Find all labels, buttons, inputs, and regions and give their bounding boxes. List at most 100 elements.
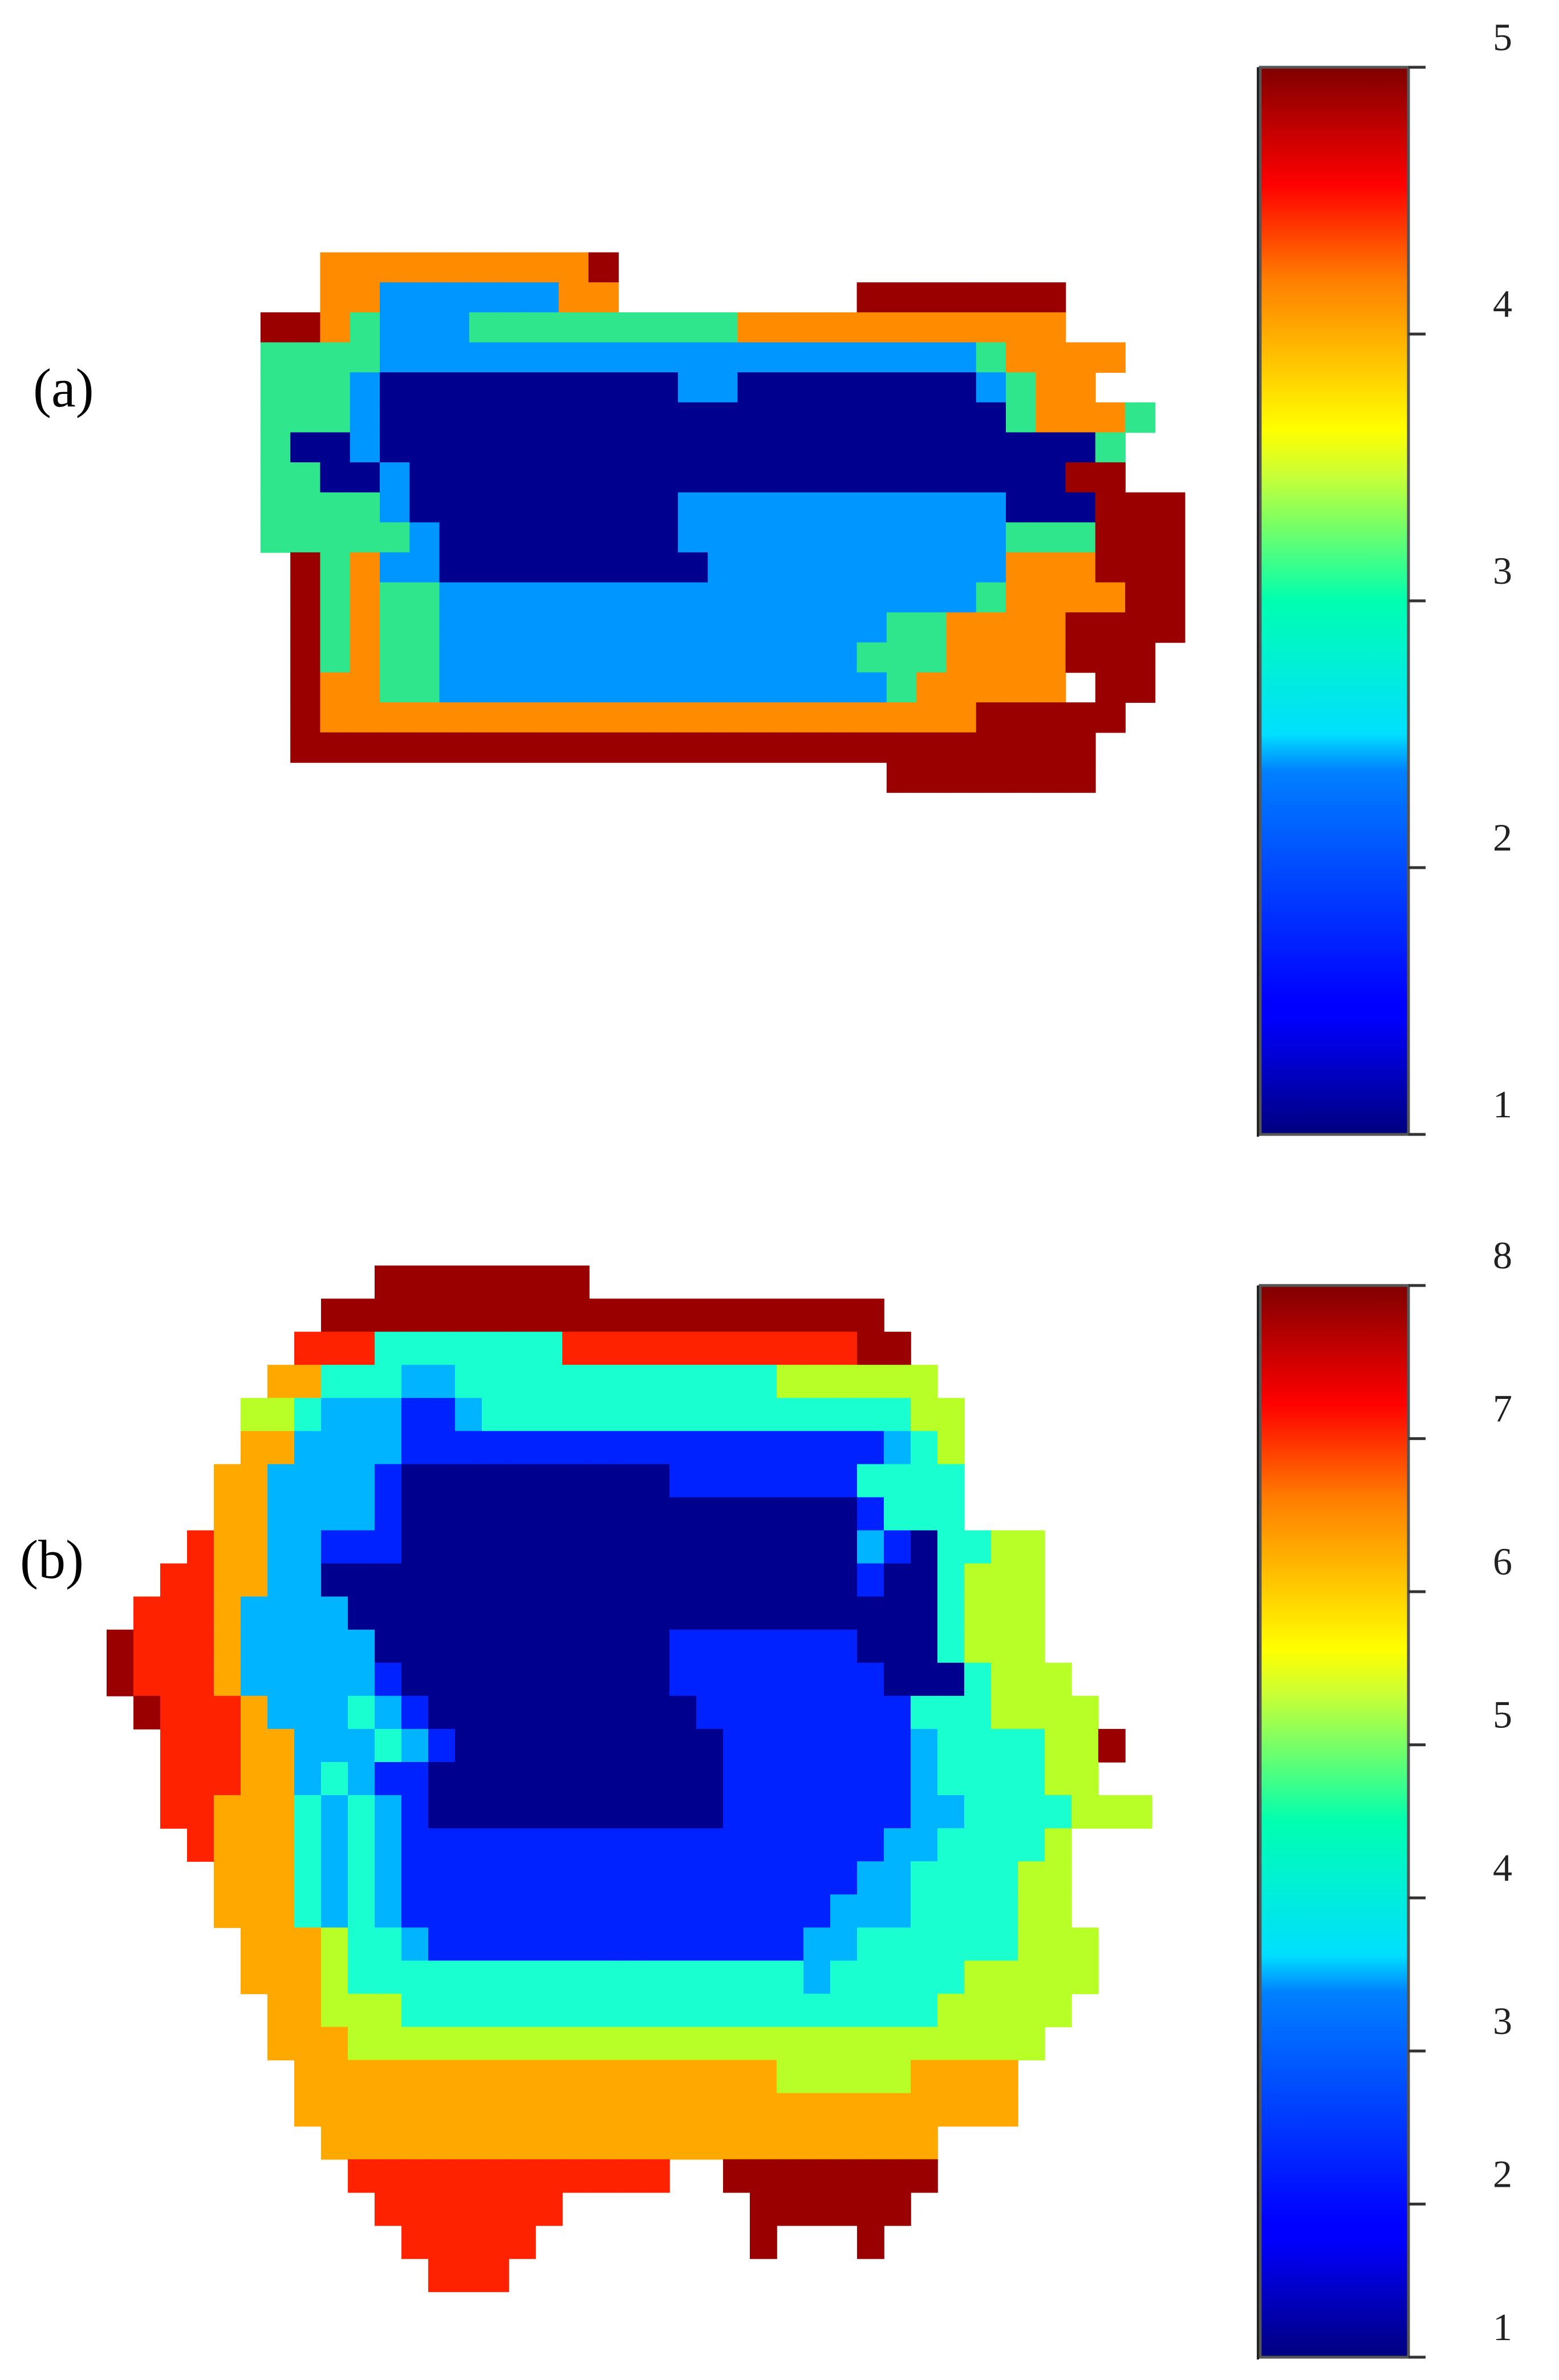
heatmap-cell: [991, 2027, 1018, 2061]
heatmap-cell: [375, 1662, 402, 1696]
heatmap-cell: [428, 2225, 456, 2259]
heatmap-cell: [321, 2126, 348, 2160]
heatmap-cell: [669, 1960, 697, 1995]
heatmap-cell: [529, 702, 559, 733]
heatmap-cell: [857, 2027, 884, 2061]
heatmap-cell: [857, 1662, 884, 1696]
heatmap-cell: [588, 432, 619, 463]
heatmap-cell: [696, 2093, 724, 2127]
heatmap-cell: [439, 312, 470, 343]
heatmap-cell: [455, 1728, 482, 1763]
heatmap-cell: [857, 1960, 884, 1995]
heatmap-cell: [267, 1828, 295, 1862]
heatmap-cell: [509, 2192, 536, 2226]
heatmap-cell: [535, 1960, 563, 1995]
heatmap-cell: [723, 1960, 750, 1995]
heatmap-cell: [455, 2159, 482, 2193]
heatmap-cell: [618, 372, 649, 403]
heatmap-cell: [401, 1828, 429, 1862]
heatmap-cell: [1036, 432, 1066, 463]
heatmap-cell: [830, 1596, 858, 1630]
heatmap-cell: [469, 372, 500, 403]
heatmap-cell: [589, 1596, 616, 1630]
heatmap-cell: [558, 642, 589, 673]
heatmap-cell: [946, 342, 977, 373]
heatmap-cell: [830, 1795, 858, 1829]
heatmap-cell: [797, 642, 828, 673]
heatmap-cell: [535, 1596, 563, 1630]
heatmap-cell: [803, 2126, 831, 2160]
heatmap-cell: [916, 372, 947, 403]
heatmap-cell: [535, 1365, 563, 1399]
heatmap-cell: [1125, 1795, 1152, 1829]
heatmap-cell: [884, 1993, 911, 2028]
heatmap-cell: [428, 2258, 456, 2292]
heatmap-cell: [911, 1728, 938, 1763]
heatmap-cell: [320, 552, 351, 583]
heatmap-cell: [294, 1662, 322, 1696]
heatmap-cell: [455, 1927, 482, 1962]
heatmap-cell: [830, 2159, 858, 2193]
heatmap-cell: [964, 2060, 992, 2094]
heatmap-cell: [991, 1530, 1018, 1564]
heatmap-cell: [696, 1861, 724, 1895]
heatmap-cell: [187, 1728, 214, 1763]
heatmap-cell: [916, 582, 947, 613]
heatmap-cell: [669, 2027, 697, 2061]
heatmap-cell: [964, 1728, 992, 1763]
heatmap-cell: [294, 1761, 322, 1796]
heatmap-cell: [214, 1861, 241, 1895]
heatmap-cell: [669, 1828, 697, 1862]
heatmap-cell: [509, 1266, 536, 1299]
heatmap-cell: [708, 312, 738, 343]
heatmap-cell: [696, 1662, 724, 1696]
heatmap-cell: [777, 1795, 804, 1829]
heatmap-cell: [884, 1332, 911, 1365]
heatmap-cell: [375, 1464, 402, 1498]
heatmap-cell: [375, 1761, 402, 1796]
heatmap-cell: [348, 1828, 375, 1862]
heatmap-cell: [260, 402, 291, 433]
heatmap-cell: [856, 612, 887, 643]
heatmap-cell: [886, 582, 917, 613]
heatmap-cell: [750, 1497, 777, 1531]
heatmap-cell: [616, 1299, 643, 1332]
heatmap-cell: [803, 1728, 831, 1763]
colorbar-tick-label: 3: [1493, 549, 1512, 592]
heatmap-cell: [1036, 702, 1066, 733]
heatmap-cell: [648, 642, 679, 673]
heatmap-cell: [1095, 642, 1126, 673]
heatmap-cell: [260, 312, 291, 343]
heatmap-cell: [321, 2093, 348, 2127]
heatmap-cell: [1045, 1993, 1072, 2028]
heatmap-cell: [509, 2093, 536, 2127]
heatmap-cell: [648, 342, 679, 373]
heatmap-cell: [803, 1398, 831, 1432]
heatmap-cell: [348, 1530, 375, 1564]
heatmap-cell: [857, 1795, 884, 1829]
heatmap-cell: [696, 1795, 724, 1829]
heatmap-cell: [616, 1960, 643, 1995]
heatmap-cell: [290, 432, 321, 463]
heatmap-cell: [260, 492, 291, 523]
heatmap-cell: [428, 1629, 456, 1663]
heatmap-cell: [294, 2093, 322, 2127]
heatmap-cell: [401, 1266, 429, 1299]
heatmap-cell: [1071, 1761, 1099, 1796]
heatmap-cell: [428, 2027, 456, 2061]
heatmap-cell: [535, 1464, 563, 1498]
heatmap-cell: [160, 1662, 188, 1696]
heatmap-cell: [723, 1299, 750, 1332]
heatmap-cell: [777, 1332, 804, 1365]
heatmap-cell: [777, 2159, 804, 2193]
heatmap-cell: [562, 1795, 590, 1829]
heatmap-cell: [991, 2060, 1018, 2094]
heatmap-cell: [777, 1927, 804, 1962]
heatmap-cell: [455, 1563, 482, 1597]
heatmap-cell: [401, 1431, 429, 1465]
heatmap-cell: [267, 1960, 295, 1995]
heatmap-cell: [750, 1398, 777, 1432]
heatmap-cell: [1018, 1728, 1045, 1763]
heatmap-cell: [439, 432, 470, 463]
heatmap-cell: [290, 642, 321, 673]
